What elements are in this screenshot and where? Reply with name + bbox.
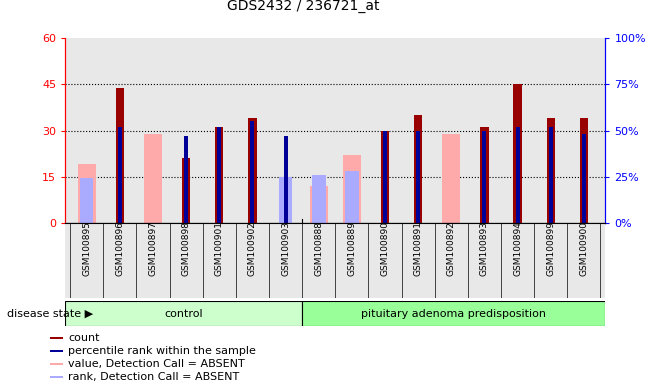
Bar [49,362,64,365]
Bar [416,131,420,223]
Bar [284,136,288,223]
Bar [49,376,64,378]
Bar [516,127,519,223]
Bar [342,155,361,223]
Text: pituitary adenoma predisposition: pituitary adenoma predisposition [361,309,546,319]
Bar [251,121,255,223]
Bar [279,177,292,223]
Text: rank, Detection Call = ABSENT: rank, Detection Call = ABSENT [68,372,240,382]
Bar [580,118,588,223]
Bar [184,136,188,223]
Bar [414,115,422,223]
Bar [582,134,586,223]
Bar [144,134,162,223]
Bar [118,127,122,223]
Bar [116,88,124,223]
Bar [381,131,389,223]
Text: disease state ▶: disease state ▶ [7,309,92,319]
Text: value, Detection Call = ABSENT: value, Detection Call = ABSENT [68,359,245,369]
Bar [77,164,96,223]
Bar [302,301,605,326]
Text: GDS2432 / 236721_at: GDS2432 / 236721_at [227,0,380,13]
Bar [49,350,64,352]
Bar [49,337,64,339]
Text: percentile rank within the sample: percentile rank within the sample [68,346,256,356]
Text: control: control [164,309,203,319]
Bar [547,118,555,223]
Bar [312,175,326,223]
Bar [442,134,460,223]
Text: count: count [68,333,100,343]
Bar [310,186,328,223]
Bar [248,118,256,223]
Bar [480,127,489,223]
Bar [80,179,94,223]
Bar [345,171,359,223]
Bar [215,127,223,223]
Bar [217,127,221,223]
Bar [514,84,521,223]
Bar [549,127,553,223]
Bar [182,158,190,223]
Bar [482,131,486,223]
Bar [65,301,302,326]
Bar [383,131,387,223]
